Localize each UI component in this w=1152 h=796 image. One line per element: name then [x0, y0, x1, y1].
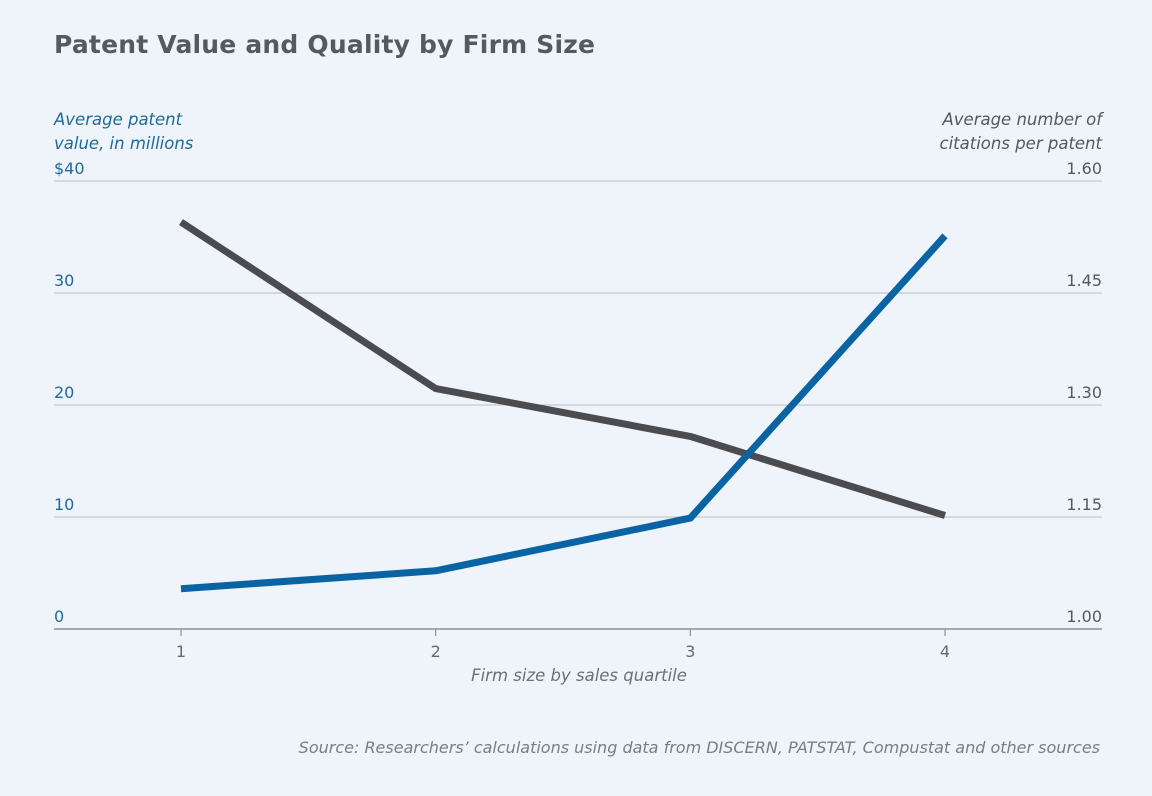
left-tick-label: 10	[54, 495, 74, 514]
left-tick-label: 30	[54, 271, 74, 290]
source-note: Source: Researchers’ calculations using …	[298, 738, 1100, 757]
x-axis-title: Firm size by sales quartile	[471, 666, 687, 685]
series-line-citations	[179, 219, 947, 519]
left-axis-title: Average patent value, in millions	[54, 108, 193, 156]
right-tick-label: 1.45	[1066, 271, 1102, 290]
left-tick-label: 20	[54, 383, 74, 402]
right-tick-label: 1.30	[1066, 383, 1102, 402]
tick-labels: 0 10 20 30 $40 1.00 1.15 1.30 1.45 1.60 1 2 3 4	[54, 159, 1102, 661]
gridlines	[54, 180, 1102, 630]
left-tick-label: $40	[54, 159, 85, 178]
series-lines	[179, 219, 948, 593]
right-axis-title-line-1: Average number of	[942, 110, 1102, 129]
right-axis-title: Average number of citations per patent	[940, 108, 1102, 156]
chart-title: Patent Value and Quality by Firm Size	[54, 30, 596, 59]
left-axis-title-line-2: value, in millions	[54, 134, 194, 153]
right-tick-label: 1.15	[1066, 495, 1102, 514]
left-tick-label: 0	[54, 607, 64, 626]
x-tick-label: 2	[431, 642, 441, 661]
x-tick-label: 4	[940, 642, 950, 661]
x-tick-label: 1	[176, 642, 186, 661]
right-axis-title-line-2: citations per patent	[939, 134, 1102, 153]
right-tick-label: 1.60	[1066, 159, 1102, 178]
left-axis-title-line-1: Average patent	[54, 110, 183, 129]
series-line-patent-value	[180, 233, 948, 593]
x-tick-label: 3	[685, 642, 695, 661]
right-tick-label: 1.00	[1066, 607, 1102, 626]
